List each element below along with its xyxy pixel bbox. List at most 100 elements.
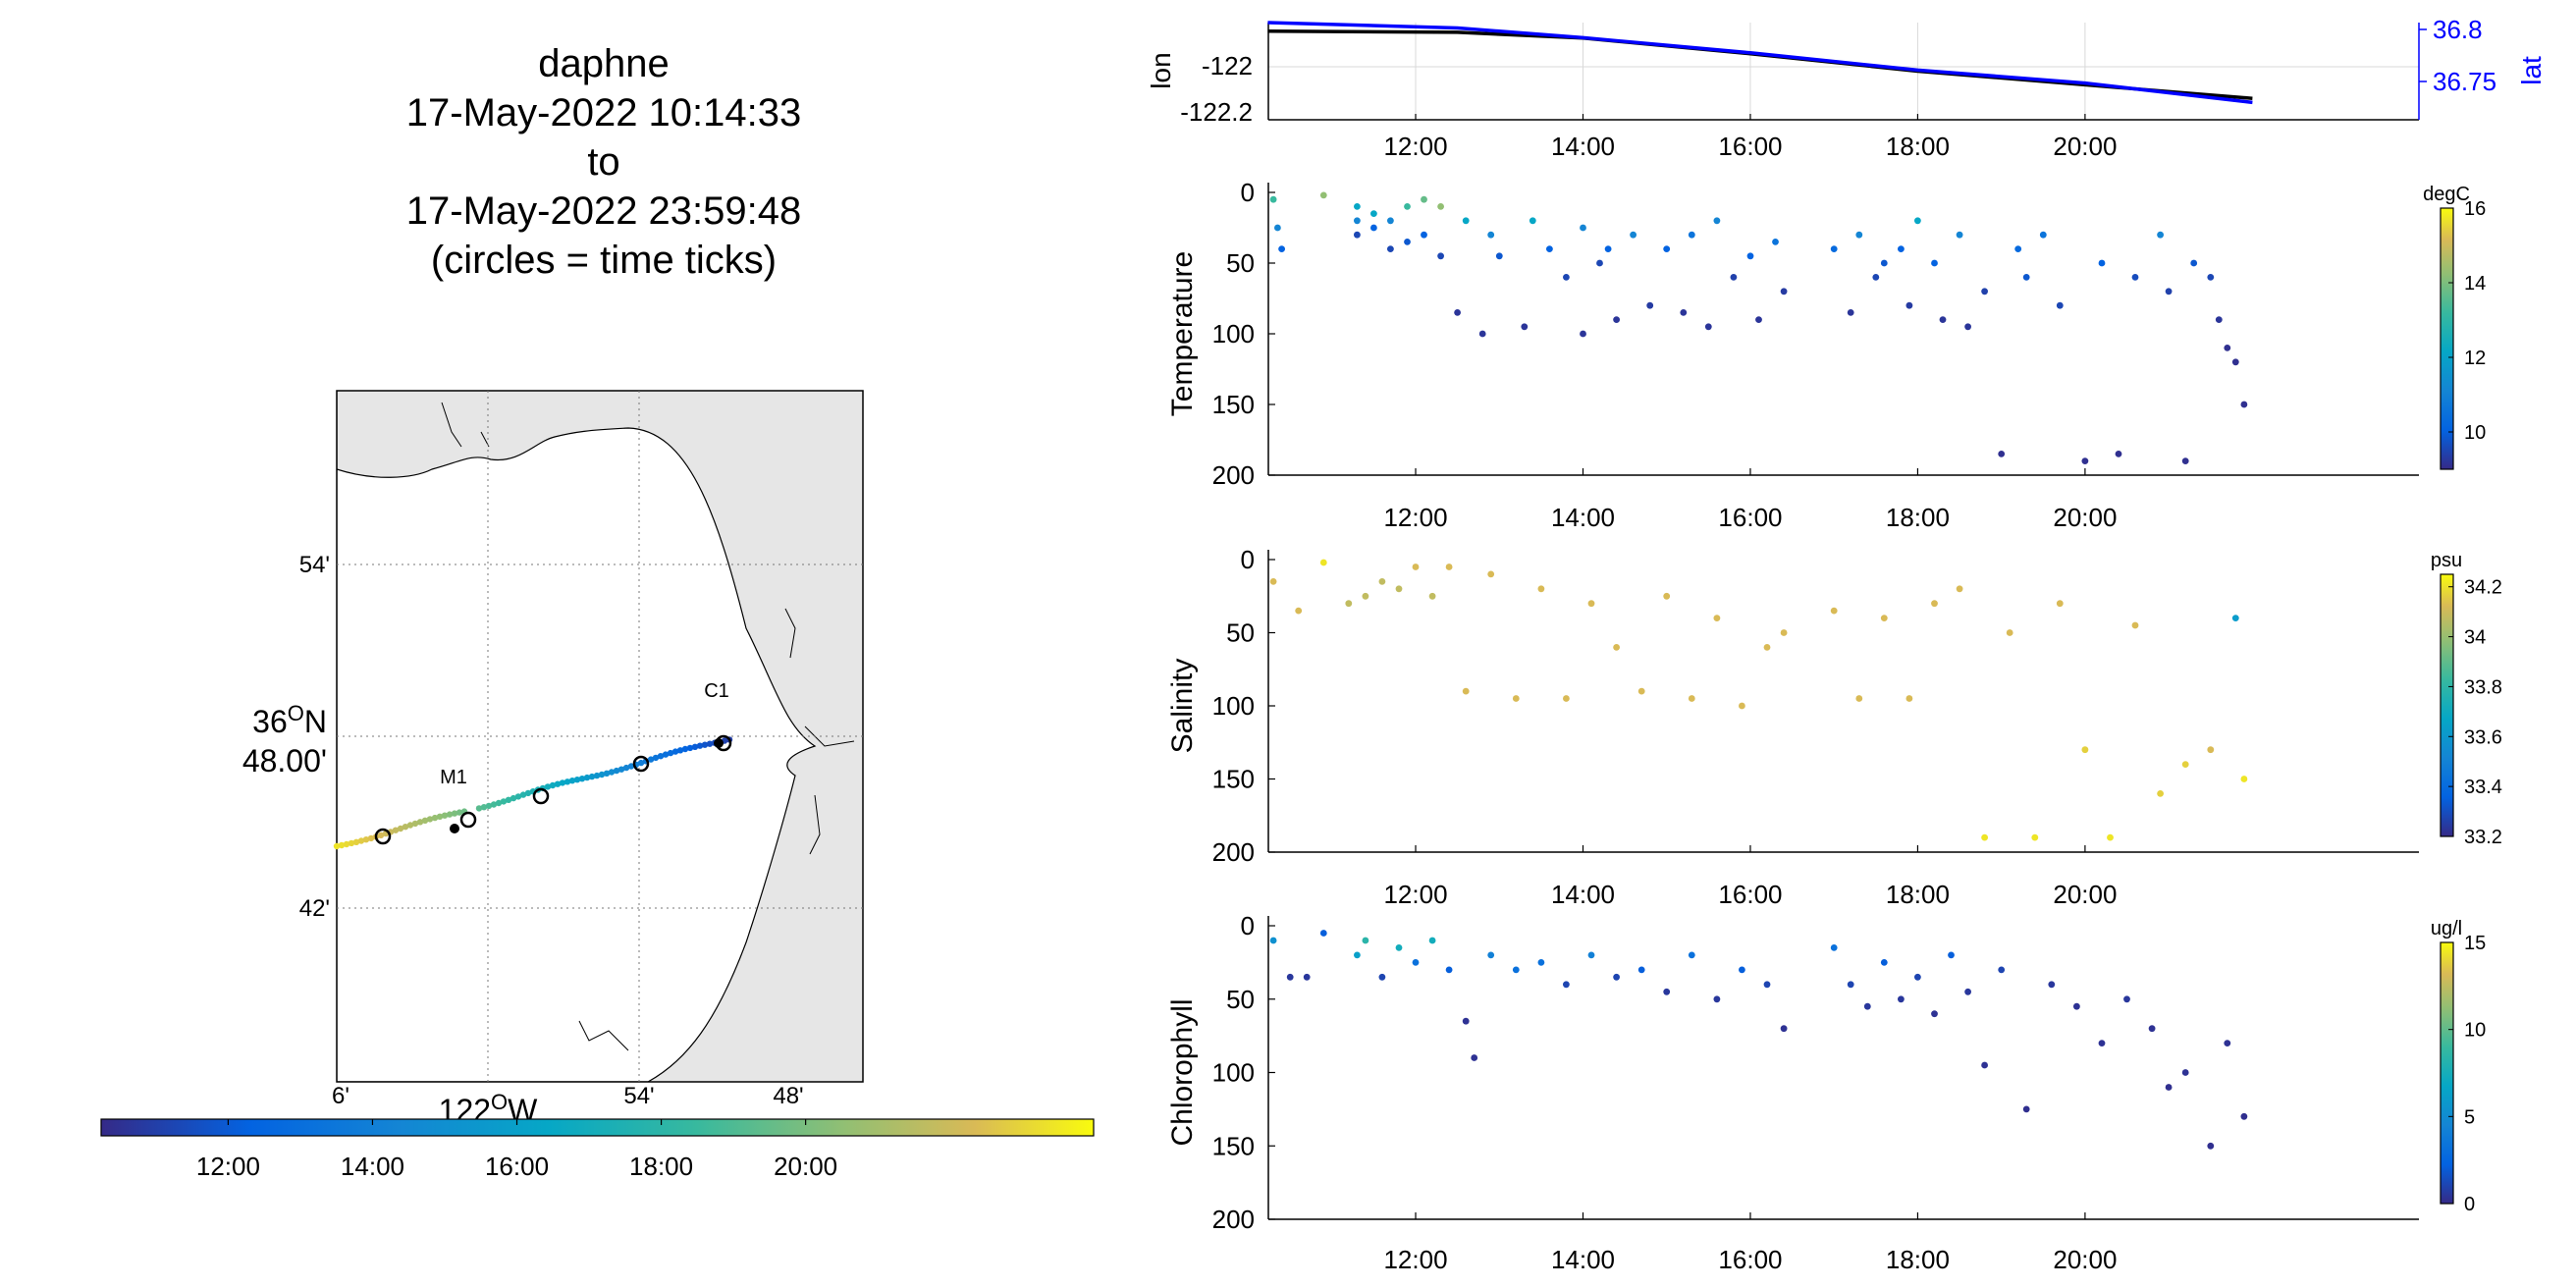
scatter-point (2207, 1142, 2215, 1150)
scatter-point (2224, 1040, 2231, 1046)
panel-colorbar (2440, 207, 2454, 470)
scatter-point (2081, 457, 2089, 464)
track-plot-area (1268, 23, 2419, 120)
track-point (583, 774, 591, 781)
scatter-point (1354, 231, 1361, 239)
panel-colorbar-unit: ug/l (2431, 918, 2462, 939)
scatter-point (1981, 1061, 1988, 1069)
scatter-point (1421, 195, 1427, 203)
panel-ytick-label: 0 (1241, 911, 1255, 940)
scatter-point (1939, 316, 1947, 323)
time-cb-tick-label: 18:00 (629, 1152, 693, 1181)
scatter-point (1362, 937, 1369, 944)
scatter-point (1730, 274, 1738, 281)
scatter-point (1462, 1017, 1470, 1025)
scatter-point (1713, 615, 1721, 621)
title-line-5: (circles = time ticks) (430, 239, 778, 282)
lon-tick-122: -122 (1202, 51, 1253, 80)
track-point (676, 747, 684, 754)
map-track (333, 734, 733, 850)
panel-xtick-label: 12:00 (1383, 1245, 1447, 1274)
track-point (397, 825, 404, 832)
time-colorbar: 12:00 14:00 16:00 18:00 20:00 (100, 1118, 1095, 1181)
scatter-point (1998, 966, 2006, 974)
scatter-point (2014, 245, 2022, 252)
scatter-point (1780, 629, 1788, 636)
scatter-point (1898, 245, 1905, 252)
panel-xtick-label: 14:00 (1551, 880, 1615, 909)
track-point (588, 773, 596, 780)
scatter-point (2181, 1069, 2189, 1076)
track-point (441, 812, 449, 819)
scatter-point (1663, 245, 1671, 252)
panel-colorbar-tick-label: 15 (2464, 933, 2486, 954)
scatter-point (1931, 1010, 1938, 1018)
scatter-point (1412, 564, 1420, 570)
track-point (357, 837, 365, 844)
scatter-point (1370, 224, 1377, 232)
track-point (593, 772, 601, 779)
scatter-point (2022, 1105, 2030, 1113)
scatter-point (1354, 951, 1361, 959)
scatter-point (1286, 973, 1294, 981)
scatter-point (2006, 629, 2013, 636)
scatter-point (1370, 210, 1377, 218)
panel-colorbar-unit: psu (2431, 550, 2462, 571)
panel-xtick-label: 12:00 (1383, 880, 1447, 909)
track-point (568, 778, 576, 784)
scatter-point (2240, 1112, 2248, 1120)
scatter-point (1387, 217, 1394, 225)
panel-xtick-label: 18:00 (1886, 503, 1950, 532)
lat-tick-36-8: 36.8 (2433, 15, 2483, 44)
scatter-point (1354, 203, 1361, 210)
map-lat-label-main: 36ON (252, 701, 327, 739)
scatter-point (1563, 274, 1570, 281)
coastline-detail (441, 402, 855, 1051)
panel-xtick-label: 16:00 (1718, 880, 1782, 909)
scatter-point (1613, 973, 1620, 981)
scatter-point (1998, 451, 2006, 457)
track-point (436, 813, 444, 820)
track-point (686, 744, 694, 752)
track-point (617, 766, 625, 773)
panel-colorbar-tick-label: 34.2 (2464, 577, 2502, 599)
lat-tick-36-75: 36.75 (2433, 67, 2496, 96)
scatter-point (2165, 1084, 2173, 1091)
title-line-4: 17-May-2022 23:59:48 (405, 189, 802, 233)
track-point (647, 756, 655, 763)
scatter-point (2039, 231, 2047, 239)
scatter-point (2157, 231, 2165, 239)
scatter-point (1830, 607, 1838, 615)
panel-xtick-label: 18:00 (1886, 880, 1950, 909)
panel-sal: 0 50 100 150 200 12:00 14:00 16:00 18:00 20:00 Sal… (1166, 545, 2502, 909)
station-marker-c1 (714, 738, 724, 748)
scatter-point (1956, 585, 1963, 593)
scatter-point (1487, 951, 1495, 959)
title-line-3: to (587, 140, 620, 184)
scatter-point (2157, 790, 2165, 797)
track-point (406, 822, 414, 829)
panel-xtick-label: 16:00 (1718, 1245, 1782, 1274)
track-point (426, 816, 434, 823)
time-tick-circle (374, 828, 392, 845)
scatter-point (1688, 695, 1695, 702)
scatter-point (1437, 203, 1444, 210)
scatter-point (1855, 695, 1863, 702)
track-point (667, 749, 674, 757)
track-point (564, 778, 571, 785)
map-lon-tick-48: 48' (773, 1083, 803, 1109)
scatter-point (1404, 239, 1411, 245)
scatter-point (1704, 323, 1712, 331)
scatter-point (1512, 695, 1520, 702)
track-point (524, 789, 532, 797)
track-point (402, 824, 409, 831)
track-point (559, 779, 566, 786)
scatter-point (1880, 959, 1888, 966)
time-cb-tick-label: 20:00 (774, 1152, 837, 1181)
scatter-point (1345, 600, 1353, 608)
scatter-point (1713, 217, 1721, 225)
scatter-point (1462, 687, 1470, 695)
